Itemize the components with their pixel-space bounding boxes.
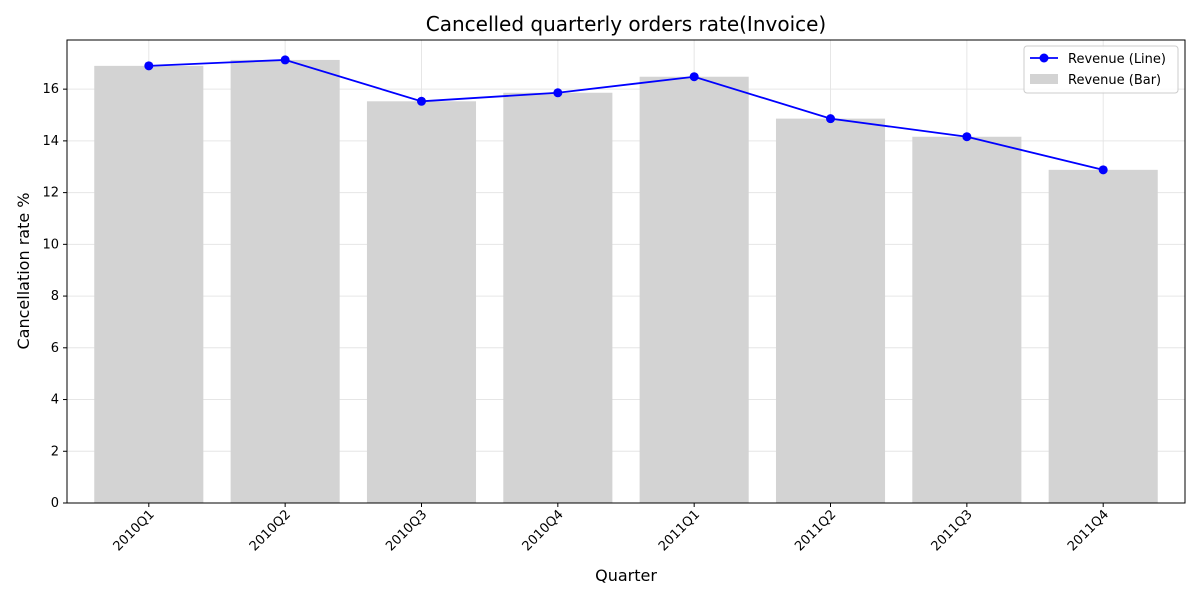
legend-line-marker [1039,53,1049,63]
line-point-2010Q1 [144,61,154,71]
line-point-2011Q3 [962,132,972,142]
line-point-2011Q4 [1098,165,1108,175]
x-tick-label: 2010Q2 [247,507,294,554]
y-tick-label: 0 [51,496,59,511]
line-series [144,55,1108,175]
chart-title: Cancelled quarterly orders rate(Invoice) [426,12,826,36]
y-tick-label: 8 [51,289,59,304]
line-point-2011Q2 [826,114,836,124]
x-tick-label: 2011Q2 [792,507,839,554]
y-tick-label: 14 [42,134,59,149]
y-tick-label: 4 [51,393,59,408]
bar-2011Q3 [912,136,1022,504]
x-tick-label: 2011Q3 [929,507,976,554]
bar-2010Q4 [503,92,613,503]
legend: Revenue (Line) Revenue (Bar) [1023,45,1179,94]
bar-2011Q2 [775,118,886,504]
x-tick-label: 2010Q4 [520,507,567,554]
bar-2010Q2 [230,59,340,504]
x-tick-label: 2011Q1 [656,507,703,554]
line-path [148,59,1104,171]
y-axis-ticks: 0 2 4 6 8 10 12 14 16 [42,82,67,511]
line-point-2010Q3 [416,96,426,106]
line-point-2011Q1 [689,72,699,82]
x-tick-label: 2010Q1 [111,507,158,554]
bar-2010Q1 [94,65,204,504]
x-axis-ticks: 2010Q1 2010Q2 2010Q3 2010Q4 2011Q1 2011Q2 2011… [111,503,1112,554]
x-axis-label: Quarter [595,566,657,585]
x-tick-label: 2011Q4 [1065,507,1112,554]
bar-2010Q3 [366,101,477,503]
bars [94,59,1158,504]
y-tick-label: 12 [42,186,59,201]
y-tick-label: 2 [51,444,59,459]
x-tick-label: 2010Q3 [383,507,430,554]
y-tick-label: 10 [42,237,59,252]
bar-2011Q1 [639,76,749,503]
y-tick-label: 16 [42,82,59,97]
plot-frame [66,39,1186,504]
y-axis-label: Cancellation rate % [14,193,33,350]
legend-box [1023,45,1179,94]
bar-2011Q4 [1048,169,1158,503]
legend-label-bar: Revenue (Bar) [1068,73,1161,88]
y-tick-label: 6 [51,341,59,356]
legend-bar-swatch [1030,74,1058,84]
line-point-2010Q2 [280,55,290,65]
line-point-2010Q4 [553,88,563,98]
legend-label-line: Revenue (Line) [1068,52,1166,67]
